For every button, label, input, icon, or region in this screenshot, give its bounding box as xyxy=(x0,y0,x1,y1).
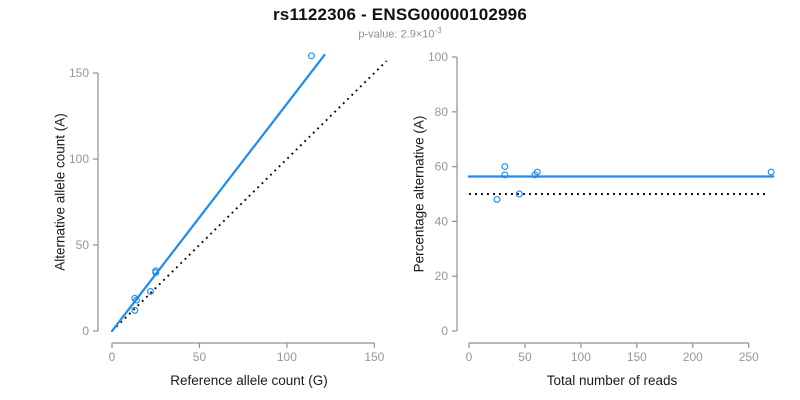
x-tick-label: 100 xyxy=(571,350,591,364)
y-tick-label: 100 xyxy=(428,50,448,64)
data-point xyxy=(152,267,160,275)
x-tick-label: 0 xyxy=(466,350,473,364)
data-point xyxy=(131,294,139,302)
data-point xyxy=(501,163,509,171)
x-tick-label: 50 xyxy=(193,350,207,364)
x-tick-label: 100 xyxy=(277,350,297,364)
x-tick-label: 150 xyxy=(627,350,647,364)
y-tick-label: 40 xyxy=(435,214,449,228)
data-point xyxy=(533,168,541,176)
data-point xyxy=(501,171,509,179)
left-xaxis-label: Reference allele count (G) xyxy=(170,373,328,388)
pvalue-text: p-value: 2.9×10 xyxy=(358,28,435,41)
plot-title: rs1122306 - ENSG00000102996 xyxy=(272,5,527,24)
y-tick-label: 20 xyxy=(435,269,449,283)
x-tick-label: 250 xyxy=(739,350,759,364)
y-tick-label: 0 xyxy=(441,324,448,338)
x-tick-label: 150 xyxy=(364,350,384,364)
y-tick-label: 0 xyxy=(82,324,89,338)
left-yaxis-label: Alternative allele count (A) xyxy=(52,113,68,271)
right-plot: 0 20 40 60 80 100 0 50 100 150 200 250 xyxy=(428,50,775,364)
data-point xyxy=(133,296,140,304)
fitted-allelic-ratio xyxy=(110,53,326,333)
y-tick-label: 150 xyxy=(69,66,89,80)
y-tick-label: 60 xyxy=(435,160,449,174)
y-tick-label: 50 xyxy=(76,238,90,252)
right-yaxis-label: Percentage alternative (A) xyxy=(411,115,427,273)
right-xaxis-label: Total number of reads xyxy=(546,373,678,388)
data-point xyxy=(767,168,775,176)
data-point xyxy=(493,196,501,203)
plot-subtitle: p-value: 2.9×10-3 xyxy=(0,26,800,41)
data-point xyxy=(131,306,139,314)
identity-line-y-equals-x xyxy=(111,60,388,332)
x-tick-label: 0 xyxy=(109,350,116,364)
y-tick-label: 80 xyxy=(435,105,449,119)
x-tick-label: 50 xyxy=(518,350,532,364)
x-tick-label: 200 xyxy=(683,350,703,364)
data-point xyxy=(515,190,523,198)
data-point xyxy=(307,52,315,60)
y-tick-label: 100 xyxy=(69,152,89,166)
left-plot: 0 50 100 150 0 50 100 150 xyxy=(69,52,388,364)
data-point xyxy=(147,287,154,295)
pvalue-exponent: -3 xyxy=(434,26,442,35)
